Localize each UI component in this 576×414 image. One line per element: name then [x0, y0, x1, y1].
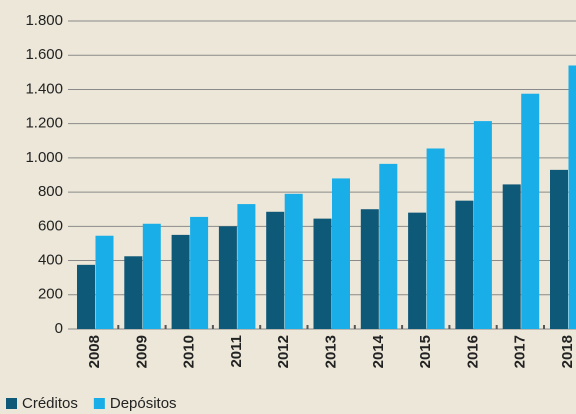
- legend-swatch: [93, 398, 105, 409]
- bar: [95, 235, 114, 329]
- x-tick-label: 2013: [322, 335, 339, 368]
- x-tick-label: 2012: [275, 335, 292, 368]
- y-tick-label: 800: [38, 183, 63, 200]
- bar: [218, 226, 237, 329]
- bar: [502, 184, 521, 329]
- bar: [473, 121, 492, 329]
- x-tick-label: 2015: [417, 335, 434, 368]
- x-tick-label: 2009: [133, 335, 150, 368]
- x-tick-label: 2014: [370, 334, 387, 368]
- bar: [124, 256, 143, 329]
- bar: [332, 178, 350, 329]
- bar: [237, 204, 256, 329]
- y-tick-label: 1.000: [25, 149, 63, 166]
- bar: [190, 216, 209, 329]
- bar: [313, 218, 332, 329]
- y-tick-label: 400: [38, 252, 63, 269]
- bar: [521, 93, 540, 329]
- legend-label: Créditos: [22, 395, 78, 412]
- bar: [171, 234, 190, 329]
- bar: [408, 212, 427, 329]
- bar: [455, 200, 474, 329]
- bar: [266, 211, 285, 329]
- x-tick-label: 2008: [86, 335, 103, 368]
- x-tick-label: 2018: [559, 335, 576, 368]
- y-tick-label: 600: [38, 217, 63, 234]
- x-tick-label: 2016: [464, 335, 481, 368]
- x-tick-label: 2010: [181, 335, 198, 368]
- legend-swatch: [6, 398, 17, 409]
- x-tick-label: 2011: [228, 335, 245, 368]
- bar: [379, 163, 398, 329]
- bar: [426, 148, 445, 329]
- y-tick-label: 1.800: [25, 12, 63, 29]
- bar: [360, 209, 379, 329]
- y-tick-label: 1.200: [25, 115, 63, 132]
- y-tick-label: 200: [38, 286, 63, 303]
- y-tick-label: 1.600: [25, 46, 63, 63]
- bar: [284, 193, 303, 329]
- legend-label: Depósitos: [110, 395, 177, 412]
- y-tick-label: 1.400: [25, 80, 63, 97]
- bar: [568, 65, 576, 329]
- bar: [550, 169, 568, 329]
- bar: [77, 264, 95, 329]
- y-tick-label: 0: [55, 320, 63, 337]
- x-tick-label: 2017: [512, 335, 529, 368]
- bar: [142, 223, 161, 329]
